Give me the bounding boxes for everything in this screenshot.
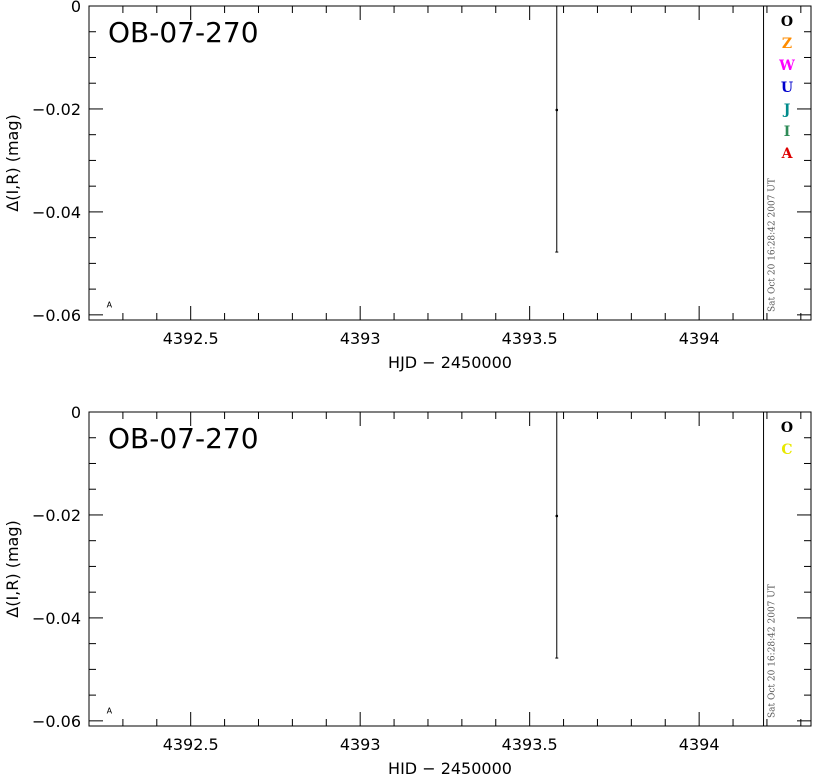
y-tick-label: 0 (71, 403, 81, 422)
chart-panel-2: 4392.5 4393 4393.5 4394 0 −0.02 −0.04 −0.06 HJD … (3, 403, 812, 774)
x-axis-label: HJD − 2450000 (388, 759, 512, 774)
x-tick-label: 4394 (679, 735, 720, 754)
legend-entry: C (781, 442, 792, 458)
y-tick-label: 0 (71, 0, 81, 16)
y-tick-label: −0.06 (32, 712, 81, 731)
legend-entry: U (781, 80, 793, 96)
plot-frame (88, 5, 812, 321)
legend-entry: I (784, 124, 791, 140)
legend-entry: O (781, 420, 793, 436)
data-point-marker: A (107, 707, 113, 716)
chart-title: OB-07-270 (108, 16, 259, 49)
timestamp-label: Sat Oct 20 16:28:42 2007 UT (768, 178, 778, 312)
legend-entry: Z (782, 36, 792, 52)
chart-title: OB-07-270 (108, 422, 259, 455)
y-tick-label: −0.04 (32, 609, 81, 628)
y-tick-label: −0.02 (32, 506, 81, 525)
x-tick-label: 4393 (340, 329, 381, 348)
y-tick-label: −0.06 (32, 306, 81, 325)
chart-panel-1: 4392.5 4393 4393.5 4394 0 −0.02 −0.04 −0.06 HJD … (3, 0, 812, 372)
data-point (555, 108, 559, 112)
legend-entry: J (782, 102, 791, 118)
timestamp-label: Sat Oct 20 16:28:42 2007 UT (768, 584, 778, 718)
legend-entry: A (781, 146, 794, 162)
legend-entry: O (781, 14, 793, 30)
x-tick-label: 4393.5 (502, 329, 558, 348)
data-point-marker: A (107, 301, 113, 310)
plot-frame (88, 411, 812, 727)
y-axis-label: Δ(I,R) (mag) (3, 520, 22, 617)
x-tick-label: 4392.5 (163, 735, 219, 754)
x-tick-label: 4393.5 (502, 735, 558, 754)
x-tick-label: 4393 (340, 735, 381, 754)
x-axis-label: HJD − 2450000 (388, 353, 512, 372)
y-tick-label: −0.04 (32, 203, 81, 222)
y-tick-label: −0.02 (32, 100, 81, 119)
legend-entry: W (778, 58, 795, 74)
x-tick-label: 4392.5 (163, 329, 219, 348)
data-point (555, 514, 559, 518)
x-tick-label: 4394 (679, 329, 720, 348)
y-axis-label: Δ(I,R) (mag) (3, 114, 22, 211)
